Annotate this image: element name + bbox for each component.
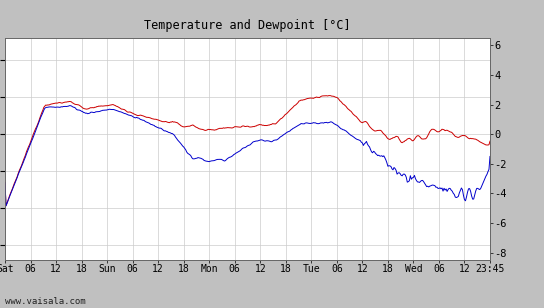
Text: www.vaisala.com: www.vaisala.com xyxy=(5,297,85,306)
Text: Temperature and Dewpoint [°C]: Temperature and Dewpoint [°C] xyxy=(144,19,351,32)
